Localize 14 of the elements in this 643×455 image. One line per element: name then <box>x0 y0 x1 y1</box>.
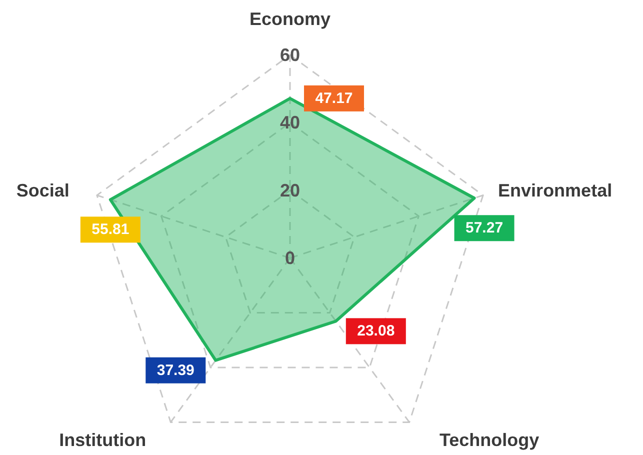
data-label: 57.27 <box>466 220 504 237</box>
spoke-label: Environmetal <box>498 180 612 200</box>
spoke-label: Institution <box>59 430 146 450</box>
data-label: 55.81 <box>92 221 130 238</box>
y-tick-label: 60 <box>280 45 300 65</box>
y-tick-label: 0 <box>284 248 296 268</box>
y-tick-label: 40 <box>280 112 300 133</box>
spoke-label: Social <box>16 180 70 200</box>
data-label: 37.39 <box>156 362 194 379</box>
data-label: 23.08 <box>357 322 395 340</box>
spoke-label: Economy <box>249 9 331 29</box>
y-tick-label: 20 <box>280 180 300 200</box>
data-label: 47.17 <box>315 90 353 107</box>
spoke-label: Technology <box>439 430 540 450</box>
